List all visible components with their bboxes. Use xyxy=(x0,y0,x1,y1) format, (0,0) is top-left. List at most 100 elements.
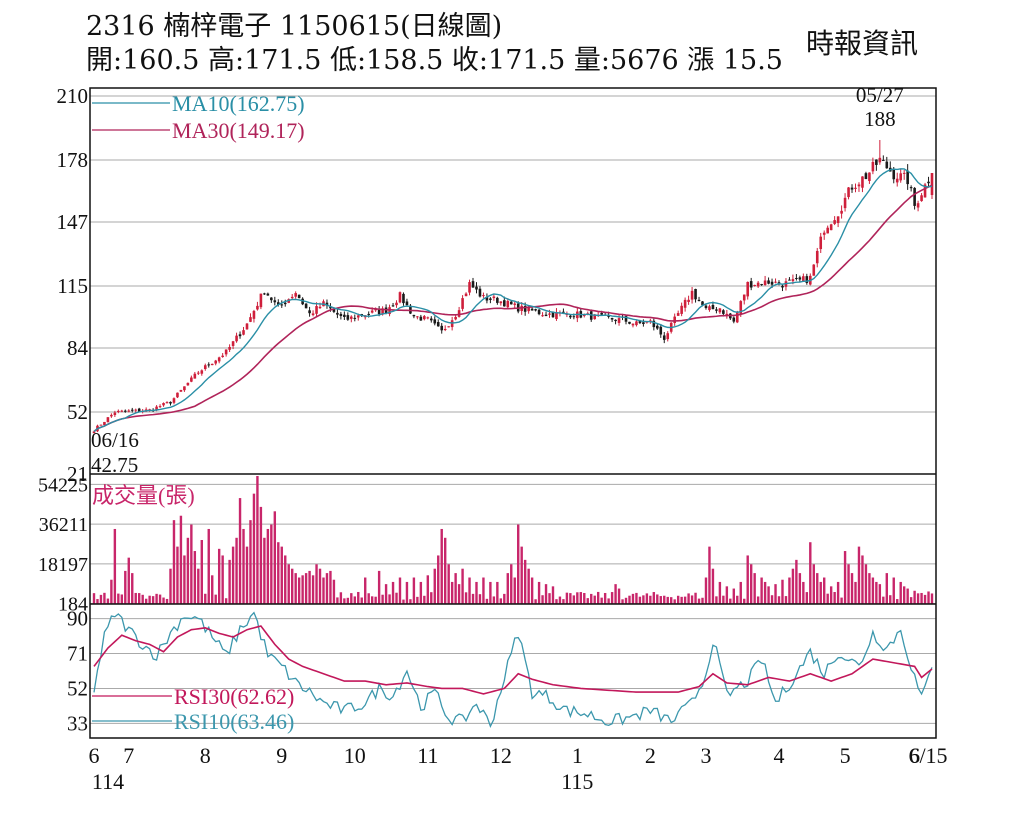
candle-body xyxy=(436,322,440,327)
volume-bar xyxy=(430,592,433,604)
volume-bar xyxy=(690,595,694,604)
volume-bar xyxy=(186,537,190,604)
candle-body xyxy=(642,322,645,325)
volume-bar xyxy=(402,599,405,604)
volume-bar xyxy=(927,591,930,604)
volume-bar xyxy=(419,581,423,604)
candle-body xyxy=(791,279,795,282)
candle-body xyxy=(270,297,273,301)
volume-bar xyxy=(325,573,329,604)
volume-bar xyxy=(485,598,489,604)
volume-bar xyxy=(777,596,781,604)
volume-bar xyxy=(141,594,144,604)
candle-body xyxy=(652,320,656,328)
candle-body xyxy=(370,310,374,313)
candle-body xyxy=(656,325,659,329)
volume-bar xyxy=(760,577,763,604)
candle-body xyxy=(207,364,211,366)
candle-body xyxy=(826,227,829,234)
candle-body xyxy=(492,296,496,299)
volume-bar xyxy=(92,593,96,604)
candle-body xyxy=(499,301,503,304)
volume-bar xyxy=(277,542,280,604)
volume-bar xyxy=(214,594,217,604)
candle-body xyxy=(739,301,743,315)
candle-body xyxy=(144,409,148,411)
volume-bar xyxy=(537,581,541,604)
candle-body xyxy=(224,349,228,355)
x-month-label: 10 xyxy=(344,743,366,768)
candle-body xyxy=(294,293,297,297)
volume-bar xyxy=(854,581,857,604)
candle-body xyxy=(134,409,138,411)
candle-body xyxy=(756,282,760,287)
volume-bar xyxy=(576,592,579,604)
rsi30-legend-label: RSI30(62.62) xyxy=(174,684,294,709)
candle-body xyxy=(871,161,875,172)
candle-body xyxy=(391,305,395,307)
volume-tick-label: 184 xyxy=(58,594,88,616)
volume-bar xyxy=(736,595,739,604)
candle-body xyxy=(725,313,729,316)
candle-body xyxy=(478,288,482,297)
volume-bar xyxy=(360,597,363,604)
candle-body xyxy=(256,305,259,310)
candle-body xyxy=(763,280,767,286)
volume-bar xyxy=(433,568,436,604)
volume-bar xyxy=(336,597,339,604)
price-tick-label: 52 xyxy=(67,400,88,424)
volume-tick-label: 54225 xyxy=(38,474,88,496)
candle-body xyxy=(864,173,868,180)
volume-bar xyxy=(148,595,151,604)
candle-body xyxy=(899,173,903,181)
volume-bar xyxy=(763,581,767,604)
candle-body xyxy=(419,316,423,321)
candle-body xyxy=(711,305,715,310)
candle-body xyxy=(624,316,628,322)
candle-body xyxy=(103,421,106,426)
volume-bar xyxy=(520,546,523,604)
candle-body xyxy=(749,281,753,288)
volume-bar xyxy=(350,593,353,604)
x-month-label: 5 xyxy=(840,743,851,768)
volume-bar xyxy=(732,588,736,604)
volume-bar xyxy=(266,528,270,604)
volume-bar xyxy=(492,596,496,604)
volume-bar xyxy=(391,581,395,604)
volume-bar xyxy=(304,573,308,604)
candle-body xyxy=(489,298,492,300)
candle-body xyxy=(544,314,548,317)
volume-bar xyxy=(461,568,464,604)
candle-body xyxy=(433,319,437,324)
volume-bar xyxy=(263,537,266,604)
volume-bar xyxy=(756,596,760,604)
data-source: 時報資訊 xyxy=(806,27,919,60)
candle-body xyxy=(722,310,725,314)
ma30-legend-label: MA30(149.17) xyxy=(172,118,305,143)
volume-bar xyxy=(499,598,503,604)
volume-bar xyxy=(878,584,882,604)
candle-body xyxy=(715,309,718,311)
candle-body xyxy=(902,172,906,174)
candle-body xyxy=(482,295,485,297)
volume-bar xyxy=(920,592,923,604)
volume-bar xyxy=(510,564,513,604)
volume-bar xyxy=(645,593,649,604)
candle-body xyxy=(680,305,683,314)
volume-bar xyxy=(857,546,861,604)
candle-body xyxy=(221,355,224,357)
volume-bar xyxy=(631,593,635,604)
candle-body xyxy=(718,308,722,313)
volume-bar xyxy=(315,564,318,604)
candle-body xyxy=(127,410,131,412)
candle-body xyxy=(503,300,506,307)
candle-body xyxy=(172,398,176,403)
candle-body xyxy=(690,290,694,300)
candle-body xyxy=(708,306,711,311)
volume-bar xyxy=(96,599,99,604)
volume-bar xyxy=(774,584,777,604)
volume-bar xyxy=(923,594,927,604)
ohlc-summary: 開:160.5 高:171.5 低:158.5 收:171.5 量:5676 漲… xyxy=(86,45,783,76)
x-month-label: 11 xyxy=(417,743,438,768)
